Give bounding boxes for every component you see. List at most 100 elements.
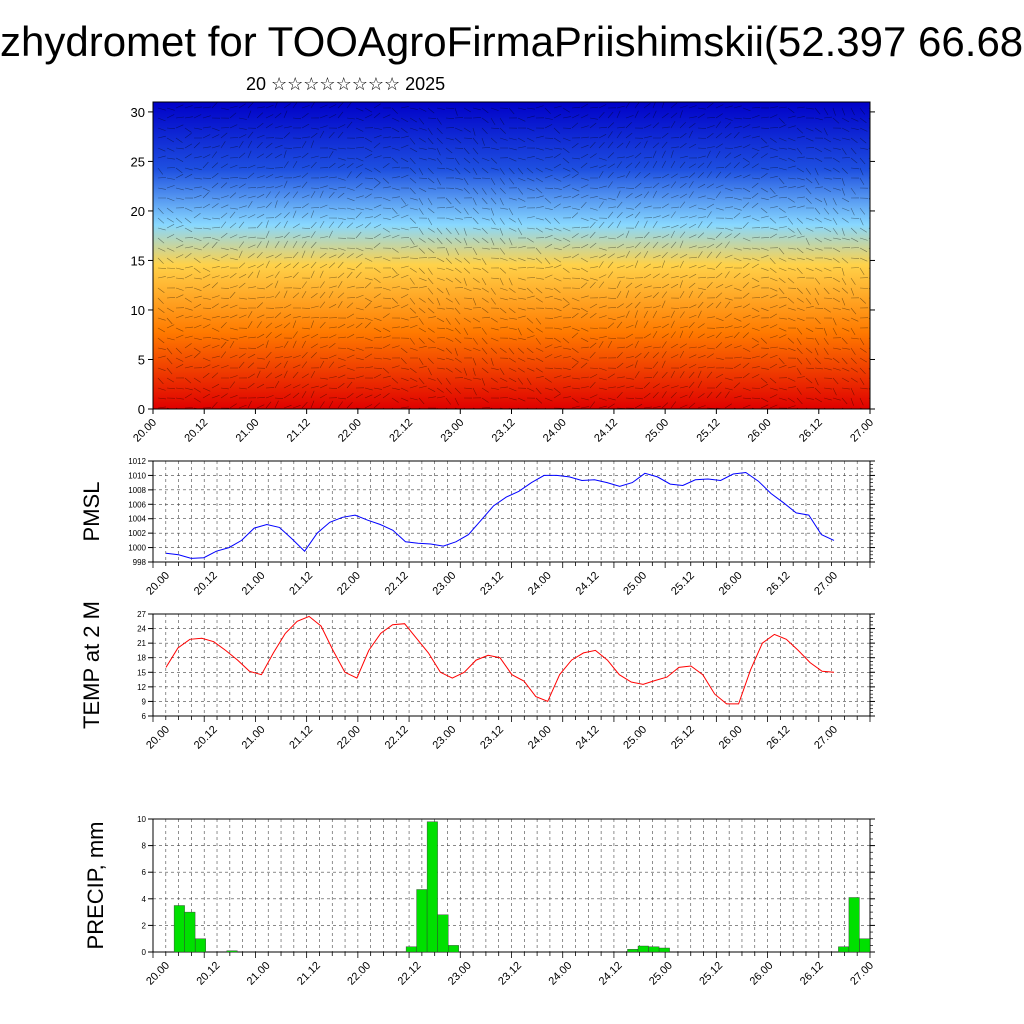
temp-panel-y-tick-label: 27: [137, 610, 146, 619]
pmsl-panel-y-tick-label: 1008: [128, 486, 146, 495]
cs-x-tick-label: 20.00: [131, 417, 159, 445]
temp-panel-grid: [152, 613, 871, 717]
pmsl-panel-x-tick-label: 23.12: [478, 570, 506, 598]
pmsl-panel-x-tick-label: 24.00: [526, 570, 554, 598]
pmsl-panel-y-tick-label: 1002: [128, 529, 146, 538]
pmsl-panel-x-tick-label: 21.12: [287, 570, 315, 598]
precip-panel-x-tick-label: 26.12: [798, 960, 826, 988]
pmsl-panel-x-tick-label: 20.00: [144, 570, 172, 598]
temp-panel-y-tick-label: 24: [137, 625, 146, 634]
temp-panel-y-tick-label: 18: [137, 654, 146, 663]
temp-panel-y-tick-label: 15: [137, 668, 146, 677]
precip-panel-y-tick-label: 8: [142, 842, 147, 851]
pmsl-panel-y-tick-label: 1000: [128, 544, 146, 553]
pmsl-panel-x-tick-label: 22.00: [335, 570, 363, 598]
precip-panel-x-tick-label: 26.00: [748, 960, 776, 988]
pmsl-panel-y-tick-label: 1006: [128, 500, 146, 509]
precip-panel-bar: [194, 938, 206, 953]
cs-x-tick-label: 22.12: [387, 417, 415, 445]
precip-panel-x-tick-label: 21.00: [245, 960, 273, 988]
pmsl-panel-y-tick-label: 998: [133, 558, 147, 567]
temp-panel-x-tick-label: 22.00: [335, 724, 363, 752]
temp-panel: 6 9 12 15 18 21 24 27 20.00 20.12 21.00 21.12 22.00 2…: [79, 601, 875, 752]
precip-panel-x-tick-label: 24.12: [597, 960, 625, 988]
temp-panel-x-tick-label: 24.12: [574, 724, 602, 752]
precip-panel-bar: [637, 945, 649, 953]
precip-panel-y-tick-label: 10: [137, 815, 146, 824]
pmsl-panel-y-tick-label: 1010: [128, 471, 146, 480]
temp-panel-x-tick-label: 24.00: [526, 724, 554, 752]
cs-y-tick-label: 0: [138, 402, 145, 417]
cs-x-tick-label: 24.00: [541, 417, 569, 445]
precip-panel-bar: [848, 897, 860, 953]
precip-panel-bar: [658, 947, 670, 953]
precip-panel-bar: [838, 946, 850, 953]
wind-barbs: [157, 102, 870, 409]
pmsl-panel-x-tick-label: 25.00: [621, 570, 649, 598]
temp-panel-x-tick-label: 26.00: [717, 724, 745, 752]
pmsl-panel-x-tick-label: 25.12: [669, 570, 697, 598]
temp-panel-y-tick-label: 6: [142, 712, 147, 721]
precip-panel-y-tick-label: 6: [142, 868, 147, 877]
pmsl-panel-ylabel: PMSL: [79, 482, 104, 542]
pmsl-panel-x-tick-label: 20.12: [192, 570, 220, 598]
pmsl-panel-series-line: [165, 471, 835, 559]
precip-panel-bar: [648, 946, 660, 953]
cs-y-tick-label: 20: [131, 204, 145, 219]
cross-section-panel: 0 5 10 15 20 25 30 20.00 20.12 21.00 21.12 22.00 22.…: [131, 101, 876, 445]
precip-panel-x-tick-label: 27.00: [848, 960, 876, 988]
cs-x-tick-label: 26.12: [797, 417, 825, 445]
cs-x-tick-label: 25.00: [643, 417, 671, 445]
precip-panel: 0 2 4 6 8 10 20.00 20.12 21.00 21.12 22.00 22.12 23.…: [83, 815, 876, 988]
precip-panel-y-tick-label: 4: [142, 895, 147, 904]
temp-panel-ylabel: TEMP at 2 M: [79, 601, 104, 729]
pmsl-panel-grid: [152, 460, 871, 563]
cs-y-tick-label: 25: [131, 154, 145, 169]
precip-panel-bar: [416, 889, 428, 953]
temp-panel-x-tick-label: 27.00: [812, 724, 840, 752]
temp-panel-x-tick-label: 25.00: [621, 724, 649, 752]
temp-panel-x-tick-label: 23.12: [478, 724, 506, 752]
temp-panel-x-tick-label: 26.12: [764, 724, 792, 752]
pmsl-panel-y-tick-label: 1012: [128, 457, 146, 466]
precip-panel-x-tick-label: 23.12: [496, 960, 524, 988]
temp-panel-series-line: [165, 615, 835, 705]
temp-panel-x-tick-label: 23.00: [430, 724, 458, 752]
pmsl-panel-x-tick-label: 26.12: [764, 570, 792, 598]
precip-panel-ylabel: PRECIP, mm: [83, 822, 108, 950]
precip-panel-x-tick-label: 23.00: [446, 960, 474, 988]
temp-panel-y-tick-label: 9: [142, 697, 147, 706]
precip-panel-grid: [152, 818, 871, 953]
cs-y-tick-label: 15: [131, 253, 145, 268]
precip-panel-bar: [859, 938, 871, 953]
precip-panel-x-tick-label: 25.00: [647, 960, 675, 988]
cs-x-tick-label: 23.12: [490, 417, 518, 445]
pmsl-panel-y-tick-label: 1004: [128, 515, 146, 524]
cs-x-tick-label: 27.00: [848, 417, 876, 445]
pmsl-panel-x-tick-label: 23.00: [430, 570, 458, 598]
temp-panel-x-tick-label: 21.00: [240, 724, 268, 752]
temp-panel-x-tick-label: 20.00: [144, 724, 172, 752]
temp-panel-x-tick-label: 25.12: [669, 724, 697, 752]
precip-panel-bar: [437, 914, 449, 953]
pmsl-panel-x-tick-label: 21.00: [240, 570, 268, 598]
page-subtitle: 20 ☆☆☆☆☆☆☆☆ 2025: [246, 74, 446, 94]
precip-panel-bar: [184, 911, 196, 953]
precip-panel-bar: [426, 821, 438, 953]
page-title: zhydromet for TOOAgroFirmaPriishimskii(5…: [0, 18, 1024, 65]
precip-panel-bar: [405, 946, 417, 953]
temp-panel-y-tick-label: 21: [137, 639, 146, 648]
cs-x-tick-label: 22.00: [336, 417, 364, 445]
cs-x-tick-label: 25.12: [695, 417, 723, 445]
cs-x-tick-label: 23.00: [438, 417, 466, 445]
cs-x-tick-label: 21.12: [285, 417, 313, 445]
cross-section-fill: [153, 102, 870, 409]
precip-panel-bar: [448, 945, 459, 953]
cs-x-tick-label: 21.00: [234, 417, 262, 445]
precip-panel-x-tick-label: 20.00: [144, 960, 172, 988]
cs-x-tick-label: 26.00: [746, 417, 774, 445]
precip-panel-x-tick-label: 22.00: [345, 960, 373, 988]
precip-panel-x-tick-label: 22.12: [396, 960, 424, 988]
precip-panel-y-tick-label: 0: [142, 948, 147, 957]
precip-panel-x-tick-label: 20.12: [194, 960, 222, 988]
